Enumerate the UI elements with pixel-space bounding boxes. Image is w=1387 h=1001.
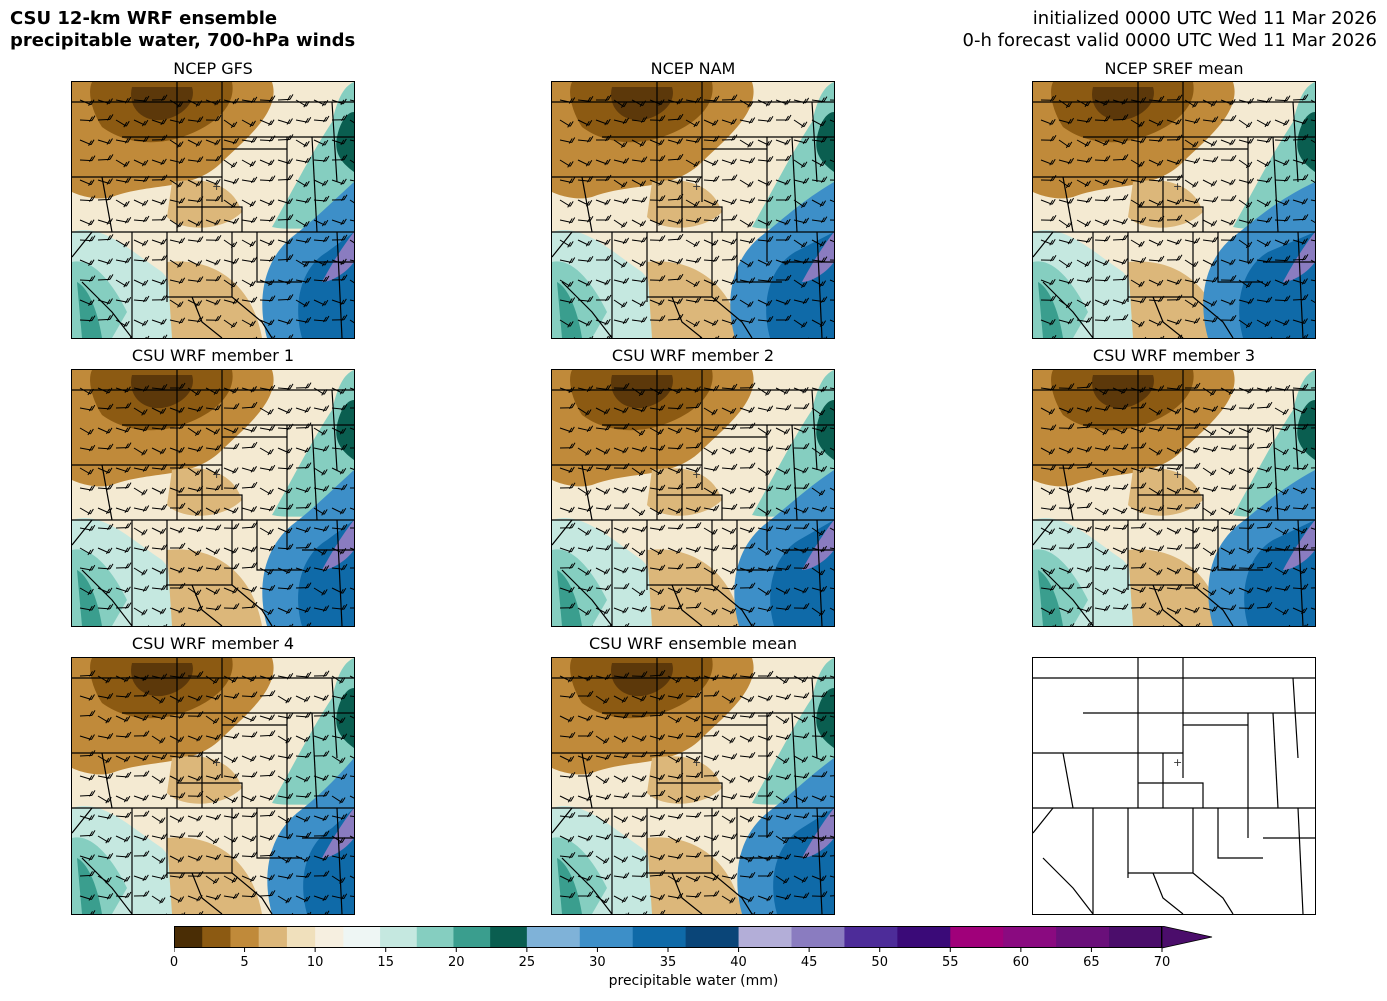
map-panel-member4: + — [71, 657, 355, 915]
colorbar-segment — [453, 926, 491, 948]
panel-title-gfs: NCEP GFS — [173, 59, 253, 78]
map-panel-nam: + — [551, 81, 835, 339]
colorbar-segment — [315, 926, 344, 948]
colorbar-tick-label: 0 — [169, 955, 179, 970]
map-panel-basemap: + — [1032, 657, 1316, 915]
colorbar-outline — [174, 926, 1162, 948]
map-panel-member3: + — [1032, 369, 1316, 627]
colorbar-tick-label: 50 — [871, 955, 888, 970]
colorbar-tick-label: 15 — [377, 955, 394, 970]
map-field: + — [72, 82, 354, 338]
colorbar-tick-label: 35 — [659, 955, 677, 970]
svg-text:+: + — [692, 468, 701, 481]
svg-text:+: + — [212, 756, 221, 769]
colorbar-segment — [230, 926, 260, 948]
colorbar-tick-label: 70 — [1153, 955, 1171, 970]
map-field: + — [1033, 82, 1315, 338]
colorbar-segment — [416, 926, 454, 948]
colorbar-segment — [950, 926, 1004, 948]
colorbar-segment — [1056, 926, 1110, 948]
colorbar-tick-label: 30 — [589, 955, 606, 970]
colorbar-segment — [632, 926, 687, 948]
colorbar-segment — [258, 926, 288, 948]
map-panel-gfs: + — [71, 81, 355, 339]
svg-text:+: + — [692, 180, 701, 193]
colorbar-segment — [526, 926, 581, 948]
panel-title-member3: CSU WRF member 3 — [1092, 346, 1256, 365]
colorbar-tick-label: 25 — [518, 955, 536, 970]
svg-text:+: + — [212, 180, 221, 193]
map-field: + — [72, 658, 354, 914]
colorbar-tick-label: 55 — [942, 955, 959, 970]
panel-title-ensemble-mean: CSU WRF ensemble mean — [588, 634, 797, 653]
map-field: + — [1033, 658, 1315, 914]
colorbar-segment — [202, 926, 231, 948]
colorbar-segment — [685, 926, 740, 948]
colorbar-extend-arrow — [1161, 926, 1213, 949]
colorbar-tick-label: 5 — [240, 955, 249, 970]
forecast-info: initialized 0000 UTC Wed 11 Mar 2026 0-h… — [963, 8, 1377, 52]
colorbar — [174, 926, 1213, 952]
figure-title: CSU 12-km WRF ensemble precipitable wate… — [10, 8, 355, 52]
colorbar-segment — [1003, 926, 1057, 948]
colorbar-segment — [738, 926, 792, 948]
map-panel-sref: + — [1032, 81, 1316, 339]
svg-text:+: + — [1173, 180, 1182, 193]
svg-text:+: + — [1173, 468, 1182, 481]
map-field: + — [552, 658, 834, 914]
valid-time: 0-h forecast valid 0000 UTC Wed 11 Mar 2… — [962, 30, 1377, 51]
map-field: + — [1033, 370, 1315, 626]
map-field: + — [72, 370, 354, 626]
colorbar-segment — [343, 926, 381, 948]
map-panel-member2: + — [551, 369, 835, 627]
colorbar-segment — [174, 926, 203, 948]
colorbar-segment — [380, 926, 418, 948]
colorbar-segment — [897, 926, 951, 948]
colorbar-segment — [286, 926, 316, 948]
colorbar-label: precipitable water (mm) — [608, 973, 779, 989]
map-panel-ensemble-mean: + — [551, 657, 835, 915]
panel-title-sref: NCEP SREF mean — [1104, 59, 1244, 78]
panel-title-member4: CSU WRF member 4 — [131, 634, 295, 653]
figure-title-line1: CSU 12-km WRF ensemble — [10, 8, 278, 29]
colorbar-tick-label: 10 — [306, 955, 324, 970]
init-time: initialized 0000 UTC Wed 11 Mar 2026 — [1032, 8, 1377, 29]
panel-title-nam: NCEP NAM — [650, 59, 736, 78]
figure-title-line2: precipitable water, 700-hPa winds — [10, 30, 356, 51]
map-panel-member1: + — [71, 369, 355, 627]
svg-text:+: + — [212, 468, 221, 481]
panel-title-member2: CSU WRF member 2 — [611, 346, 775, 365]
panel-title-member1: CSU WRF member 1 — [131, 346, 295, 365]
colorbar-tick-label: 40 — [730, 955, 747, 970]
colorbar-segment — [1109, 926, 1163, 948]
colorbar-tick-label: 45 — [800, 955, 818, 970]
colorbar-tick-label: 20 — [448, 955, 465, 970]
colorbar-segment — [490, 926, 528, 948]
map-field: + — [552, 370, 834, 626]
colorbar-segment — [844, 926, 898, 948]
colorbar-segment — [791, 926, 845, 948]
colorbar-tick-label: 60 — [1012, 955, 1030, 970]
map-field: + — [552, 82, 834, 338]
colorbar-segment — [579, 926, 634, 948]
colorbar-tick-label: 65 — [1083, 955, 1100, 970]
